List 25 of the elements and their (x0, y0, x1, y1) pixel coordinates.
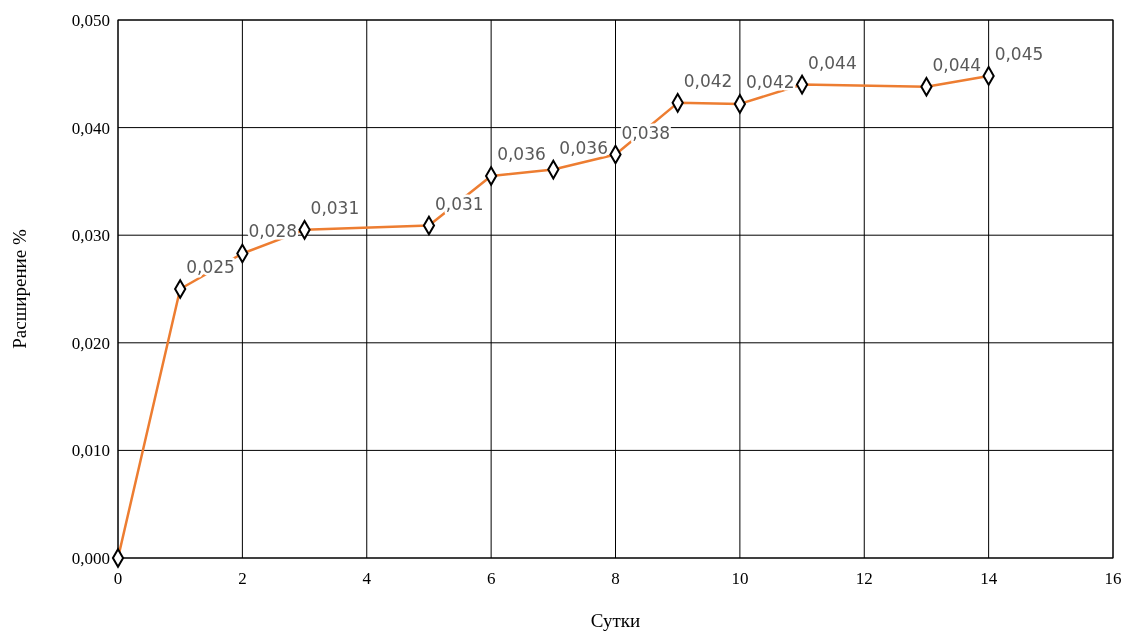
data-label: 0,044 (932, 54, 982, 75)
y-tick-label: 0,000 (71, 549, 110, 568)
y-tick-label: 0,030 (71, 226, 110, 246)
y-tick-label: 0,010 (71, 441, 110, 461)
x-tick-label: 0 (113, 569, 123, 588)
y-tick-label: 0,040 (71, 118, 110, 138)
x-tick-label: 6 (486, 569, 496, 588)
x-tick-label: 16 (1104, 569, 1122, 588)
data-label: 0,045 (994, 43, 1044, 64)
data-label: 0,042 (683, 70, 733, 91)
y-tick-label: 0,020 (71, 333, 110, 353)
x-tick-label: 4 (362, 569, 372, 588)
data-label: 0,031 (310, 197, 360, 218)
x-tick-label: 8 (611, 569, 620, 588)
x-tick-label: 10 (731, 569, 749, 588)
x-tick-label: 14 (980, 569, 998, 588)
data-label: 0,042 (745, 71, 795, 92)
data-label: 0,036 (559, 137, 608, 158)
x-tick-label: 2 (238, 569, 247, 588)
y-tick-label: 0,050 (71, 11, 110, 30)
x-axis-title: Сутки (590, 610, 641, 631)
data-label: 0,036 (497, 144, 546, 165)
y-axis-title: Расширение % (9, 229, 30, 349)
data-label: 0,044 (808, 52, 857, 73)
x-tick-label: 12 (855, 569, 873, 588)
